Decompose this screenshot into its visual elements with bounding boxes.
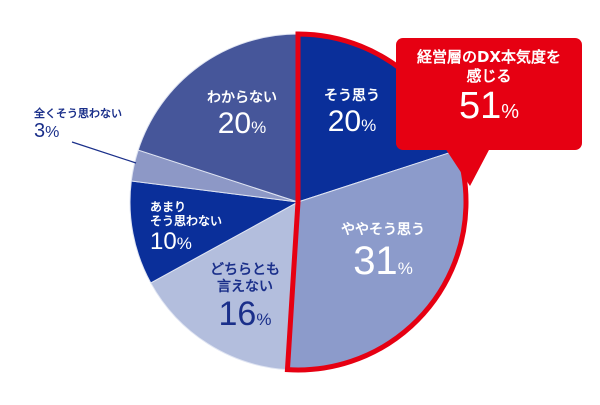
label-dochira: どちらとも 言えない 16% — [195, 262, 295, 333]
pct: % — [251, 117, 267, 137]
pie-slice-2 — [150, 201, 299, 371]
callout-title-2: 感じる — [466, 66, 512, 85]
callout-tail — [445, 148, 490, 186]
label-text: そう思わない — [150, 214, 223, 229]
callout-51: 経営層のDX本気度を 感じる 51% — [396, 38, 582, 150]
label-value: 20 — [327, 104, 362, 138]
label-value: 10 — [150, 227, 177, 255]
callout-title-1: 経営層のDX本気度を — [416, 48, 562, 66]
highlight-outline — [284, 31, 469, 373]
label-text: どちらとも — [210, 262, 280, 278]
label-text: 言えない — [217, 278, 273, 295]
label-text: わからない — [207, 90, 277, 106]
pct: % — [361, 115, 377, 135]
pie-slice-3 — [129, 180, 300, 284]
callout-value: 51 — [458, 84, 502, 127]
label-wakaranai: わからない 20% — [192, 90, 292, 140]
pct: % — [501, 100, 520, 123]
label-mattaku: 全くそう思わない 3% — [34, 107, 122, 142]
label-text: ややそう思う — [341, 222, 425, 238]
label-yaya: ややそう思う 31% — [318, 222, 448, 283]
label-value: 31 — [353, 238, 398, 283]
label-text: あまり — [150, 200, 187, 214]
pct: % — [45, 124, 60, 142]
pct: % — [256, 309, 272, 329]
pie-slice-5 — [137, 33, 299, 203]
label-text: そう思う — [324, 88, 380, 104]
label-value: 3 — [34, 120, 46, 143]
label-text: 全くそう思わない — [34, 107, 122, 120]
pct: % — [176, 233, 192, 253]
label-value: 16 — [218, 294, 257, 333]
pct: % — [397, 258, 413, 278]
label-amari: あまり そう思わない 10% — [150, 200, 222, 255]
label-value: 20 — [217, 106, 252, 140]
leader-line — [71, 141, 137, 164]
label-sou-omou: そう思う 20% — [312, 88, 392, 138]
